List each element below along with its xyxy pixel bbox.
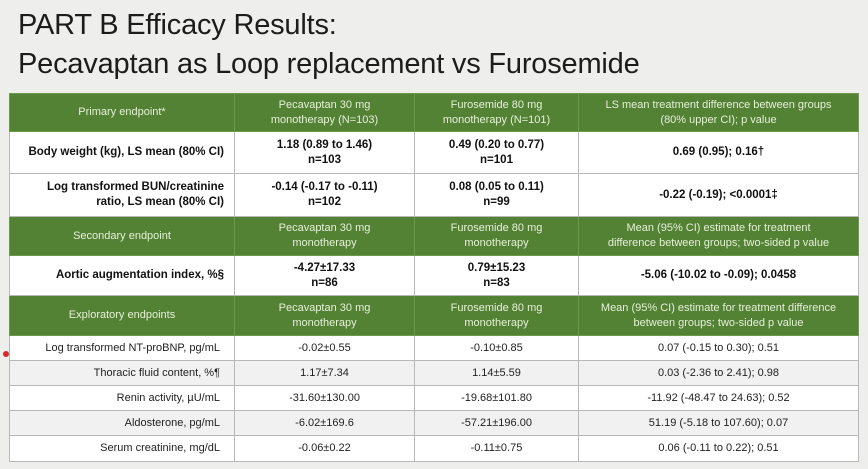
table-row: Log transformed NT-proBNP, pg/mL -0.02±0… — [9, 335, 859, 361]
difference-value: 0.69 (0.95); 0.16† — [578, 131, 859, 174]
difference-value: 0.06 (-0.11 to 0.22); 0.51 — [578, 435, 859, 462]
endpoint-label: Serum creatinine, mg/dL — [9, 435, 235, 462]
endpoint-label: Aortic augmentation index, %§ — [9, 255, 235, 296]
difference-value: -5.06 (-10.02 to -0.09); 0.0458 — [578, 255, 859, 296]
furosemide-value: -57.21±196.00 — [414, 410, 579, 436]
pecavaptan-value: -4.27±17.33 n=86 — [234, 255, 415, 296]
pecavaptan-value: -0.06±0.22 — [234, 435, 415, 462]
efficacy-results-table: Primary endpoint* Pecavaptan 30 mg monoth… — [9, 93, 859, 462]
endpoint-label: Log transformed BUN/creatinine ratio, LS … — [9, 173, 235, 217]
difference-value: 0.07 (-0.15 to 0.30); 0.51 — [578, 335, 859, 361]
slide-title-line2: Pecavaptan as Loop replacement vs Furose… — [18, 48, 640, 80]
furosemide-value: -19.68±101.80 — [414, 385, 579, 411]
table-row: Body weight (kg), LS mean (80% CI) 1.18 … — [9, 131, 859, 174]
primary-endpoint-header: Primary endpoint* — [9, 93, 235, 132]
secondary-pecavaptan-header: Pecavaptan 30 mg monotherapy — [234, 216, 415, 256]
table-row: Thoracic fluid content, %¶ 1.17±7.34 1.1… — [9, 360, 859, 386]
slide-title: PART B Efficacy Results: Pecavaptan as L… — [18, 6, 640, 84]
exploratory-pecavaptan-header: Pecavaptan 30 mg monotherapy — [234, 295, 415, 336]
exploratory-difference-header: Mean (95% CI) estimate for treatment dif… — [578, 295, 859, 336]
difference-value: 51.19 (-5.18 to 107.60); 0.07 — [578, 410, 859, 436]
exploratory-header-row: Exploratory endpoints Pecavaptan 30 mg mo… — [9, 295, 859, 336]
exploratory-endpoint-header: Exploratory endpoints — [9, 295, 235, 336]
exploratory-furosemide-header: Furosemide 80 mg monotherapy — [414, 295, 579, 336]
primary-furosemide-header: Furosemide 80 mg monotherapy (N=101) — [414, 93, 579, 132]
secondary-endpoint-header: Secondary endpoint — [9, 216, 235, 256]
table-row: Aortic augmentation index, %§ -4.27±17.3… — [9, 255, 859, 296]
endpoint-label: Renin activity, µU/mL — [9, 385, 235, 411]
endpoint-label: Log transformed NT-proBNP, pg/mL — [9, 335, 235, 361]
furosemide-value: 0.79±15.23 n=83 — [414, 255, 579, 296]
slide-title-line1: PART B Efficacy Results: — [18, 9, 337, 41]
pecavaptan-value: -0.14 (-0.17 to -0.11) n=102 — [234, 173, 415, 217]
furosemide-value: 0.49 (0.20 to 0.77) n=101 — [414, 131, 579, 174]
furosemide-value: -0.11±0.75 — [414, 435, 579, 462]
endpoint-label: Aldosterone, pg/mL — [9, 410, 235, 436]
primary-pecavaptan-header: Pecavaptan 30 mg monotherapy (N=103) — [234, 93, 415, 132]
difference-value: 0.03 (-2.36 to 2.41); 0.98 — [578, 360, 859, 386]
difference-value: -11.92 (-48.47 to 24.63); 0.52 — [578, 385, 859, 411]
table-row: Log transformed BUN/creatinine ratio, LS … — [9, 173, 859, 217]
endpoint-label: Body weight (kg), LS mean (80% CI) — [9, 131, 235, 174]
pecavaptan-value: 1.17±7.34 — [234, 360, 415, 386]
furosemide-value: 1.14±5.59 — [414, 360, 579, 386]
pecavaptan-value: 1.18 (0.89 to 1.46) n=103 — [234, 131, 415, 174]
table-row: Renin activity, µU/mL -31.60±130.00 -19.… — [9, 385, 859, 411]
difference-value: -0.22 (-0.19); <0.0001‡ — [578, 173, 859, 217]
primary-difference-header: LS mean treatment difference between gro… — [578, 93, 859, 132]
pecavaptan-value: -6.02±169.6 — [234, 410, 415, 436]
secondary-difference-header: Mean (95% CI) estimate for treatment diff… — [578, 216, 859, 256]
table-row: Aldosterone, pg/mL -6.02±169.6 -57.21±19… — [9, 410, 859, 436]
table-row: Serum creatinine, mg/dL -0.06±0.22 -0.11… — [9, 435, 859, 462]
secondary-header-row: Secondary endpoint Pecavaptan 30 mg monot… — [9, 216, 859, 256]
endpoint-label: Thoracic fluid content, %¶ — [9, 360, 235, 386]
furosemide-value: -0.10±0.85 — [414, 335, 579, 361]
secondary-furosemide-header: Furosemide 80 mg monotherapy — [414, 216, 579, 256]
pecavaptan-value: -0.02±0.55 — [234, 335, 415, 361]
laser-pointer-dot — [3, 351, 9, 357]
primary-header-row: Primary endpoint* Pecavaptan 30 mg monoth… — [9, 93, 859, 132]
pecavaptan-value: -31.60±130.00 — [234, 385, 415, 411]
furosemide-value: 0.08 (0.05 to 0.11) n=99 — [414, 173, 579, 217]
